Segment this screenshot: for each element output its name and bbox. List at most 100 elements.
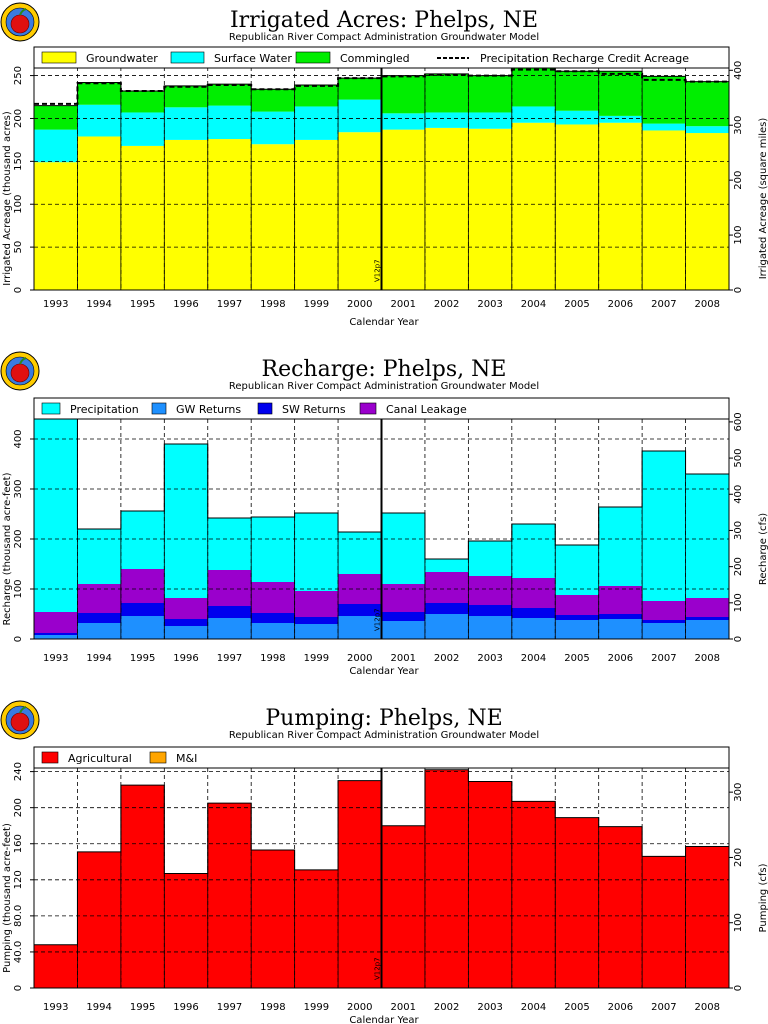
x-tick-label: 2006 — [608, 299, 633, 310]
y-right-tick-label: 200 — [733, 557, 744, 576]
bar-segment — [381, 113, 425, 130]
y-axis-title-left: Irrigated Acreage (thousand acres) — [2, 111, 13, 286]
bar-segment — [120, 511, 165, 569]
bar-segment — [424, 559, 469, 572]
bar-segment — [511, 106, 556, 123]
bar-segment — [120, 603, 165, 616]
y-tick-label: 0 — [13, 985, 24, 991]
x-tick-label: 2004 — [521, 299, 546, 310]
bar-segment — [207, 105, 252, 140]
x-tick-label: 2006 — [608, 653, 633, 664]
bar-segment — [251, 89, 295, 112]
bar-segment — [598, 507, 643, 586]
leaf-icon — [19, 706, 27, 714]
y-tick-label: 100 — [13, 579, 24, 598]
bar-segment — [468, 781, 512, 988]
y-right-tick-label: 0 — [733, 287, 744, 293]
legend-swatch — [359, 402, 377, 415]
x-tick-label: 1993 — [43, 653, 68, 664]
bar-segment — [77, 104, 121, 137]
bar-segment — [598, 619, 643, 639]
x-tick-label: 2007 — [651, 653, 676, 664]
bar-segment — [294, 85, 339, 107]
y-right-tick-label: 300 — [733, 116, 744, 135]
bar-segment — [164, 873, 208, 988]
x-tick-label: 2002 — [434, 299, 459, 310]
legend-swatch — [41, 51, 77, 64]
x-tick-label: 1995 — [130, 1002, 155, 1013]
y-tick-label: 400 — [13, 429, 24, 448]
bar-segment — [164, 107, 208, 140]
bar-segment — [685, 474, 729, 598]
bar-segment — [251, 111, 295, 145]
bar-segment — [642, 620, 686, 623]
y-tick-label: 240 — [13, 762, 24, 781]
x-tick-label: 1999 — [304, 299, 329, 310]
bar-segment — [381, 621, 425, 639]
bar-segment — [294, 624, 339, 639]
bar-segment — [207, 84, 252, 106]
legend-label: SW Returns — [282, 403, 346, 416]
bar-segment — [511, 608, 556, 618]
x-tick-label: 1996 — [173, 653, 198, 664]
bar-segment — [511, 524, 556, 578]
bar-segment — [207, 570, 252, 606]
legend-swatch — [295, 51, 331, 64]
legend-label: Agricultural — [68, 752, 132, 765]
bar-segment — [294, 591, 339, 617]
y-right-tick-label: 300 — [733, 521, 744, 540]
bar-segment — [468, 75, 512, 113]
bar-segment — [164, 598, 208, 619]
bar-segment — [77, 82, 121, 105]
y-tick-label: 0 — [13, 287, 24, 293]
bar-segment — [381, 129, 425, 290]
x-tick-label: 1997 — [217, 1002, 242, 1013]
bar-segment — [294, 139, 339, 290]
bar-segment — [338, 78, 382, 100]
y-right-tick-label: 300 — [733, 783, 744, 802]
x-tick-label: 1994 — [86, 653, 111, 664]
bar-segment — [555, 545, 599, 595]
y-axis-title-right: Irrigated Acreage (square miles) — [758, 118, 768, 280]
bar-segment — [555, 110, 599, 125]
x-tick-label: 2001 — [390, 653, 415, 664]
x-tick-label: 2000 — [347, 1002, 372, 1013]
x-tick-label: 2008 — [695, 653, 720, 664]
y-tick-label: 160 — [13, 834, 24, 853]
bar-segment — [77, 851, 121, 988]
x-tick-label: 2008 — [695, 299, 720, 310]
bar-segment — [381, 825, 425, 988]
apple-icon — [10, 363, 30, 383]
x-tick-label: 2005 — [564, 1002, 589, 1013]
bar-segment — [34, 944, 78, 988]
bar-segment — [294, 869, 339, 988]
apple-icon — [10, 14, 30, 34]
y-tick-label: 200 — [13, 109, 24, 128]
bar-segment — [251, 623, 295, 639]
x-tick-label: 2002 — [434, 653, 459, 664]
bar-segment — [164, 626, 208, 639]
x-tick-label: 2001 — [390, 1002, 415, 1013]
bar-segment — [338, 132, 382, 290]
bar-segment — [251, 582, 295, 613]
bar-segment — [424, 572, 469, 603]
bar-segment — [555, 620, 599, 639]
chart-subtitle: Republican River Compact Administration … — [229, 32, 539, 43]
x-tick-label: 2000 — [347, 653, 372, 664]
bar-segment — [642, 451, 686, 601]
bar-segment — [207, 803, 252, 988]
bar-segment — [338, 532, 382, 574]
bar-segment — [164, 85, 208, 108]
bar-segment — [468, 616, 512, 639]
y-axis-title-right: Recharge (cfs) — [758, 513, 768, 585]
bar-segment — [207, 618, 252, 639]
bar-segment — [642, 856, 686, 988]
bar-segment — [642, 601, 686, 620]
chart-title: Pumping: Phelps, NE — [265, 706, 502, 731]
x-tick-label: 2008 — [695, 1002, 720, 1013]
x-tick-label: 1994 — [86, 1002, 111, 1013]
y-tick-label: 200 — [13, 798, 24, 817]
bar-segment — [338, 99, 382, 133]
legend-swatch — [151, 402, 167, 415]
bar-segment — [164, 444, 208, 598]
